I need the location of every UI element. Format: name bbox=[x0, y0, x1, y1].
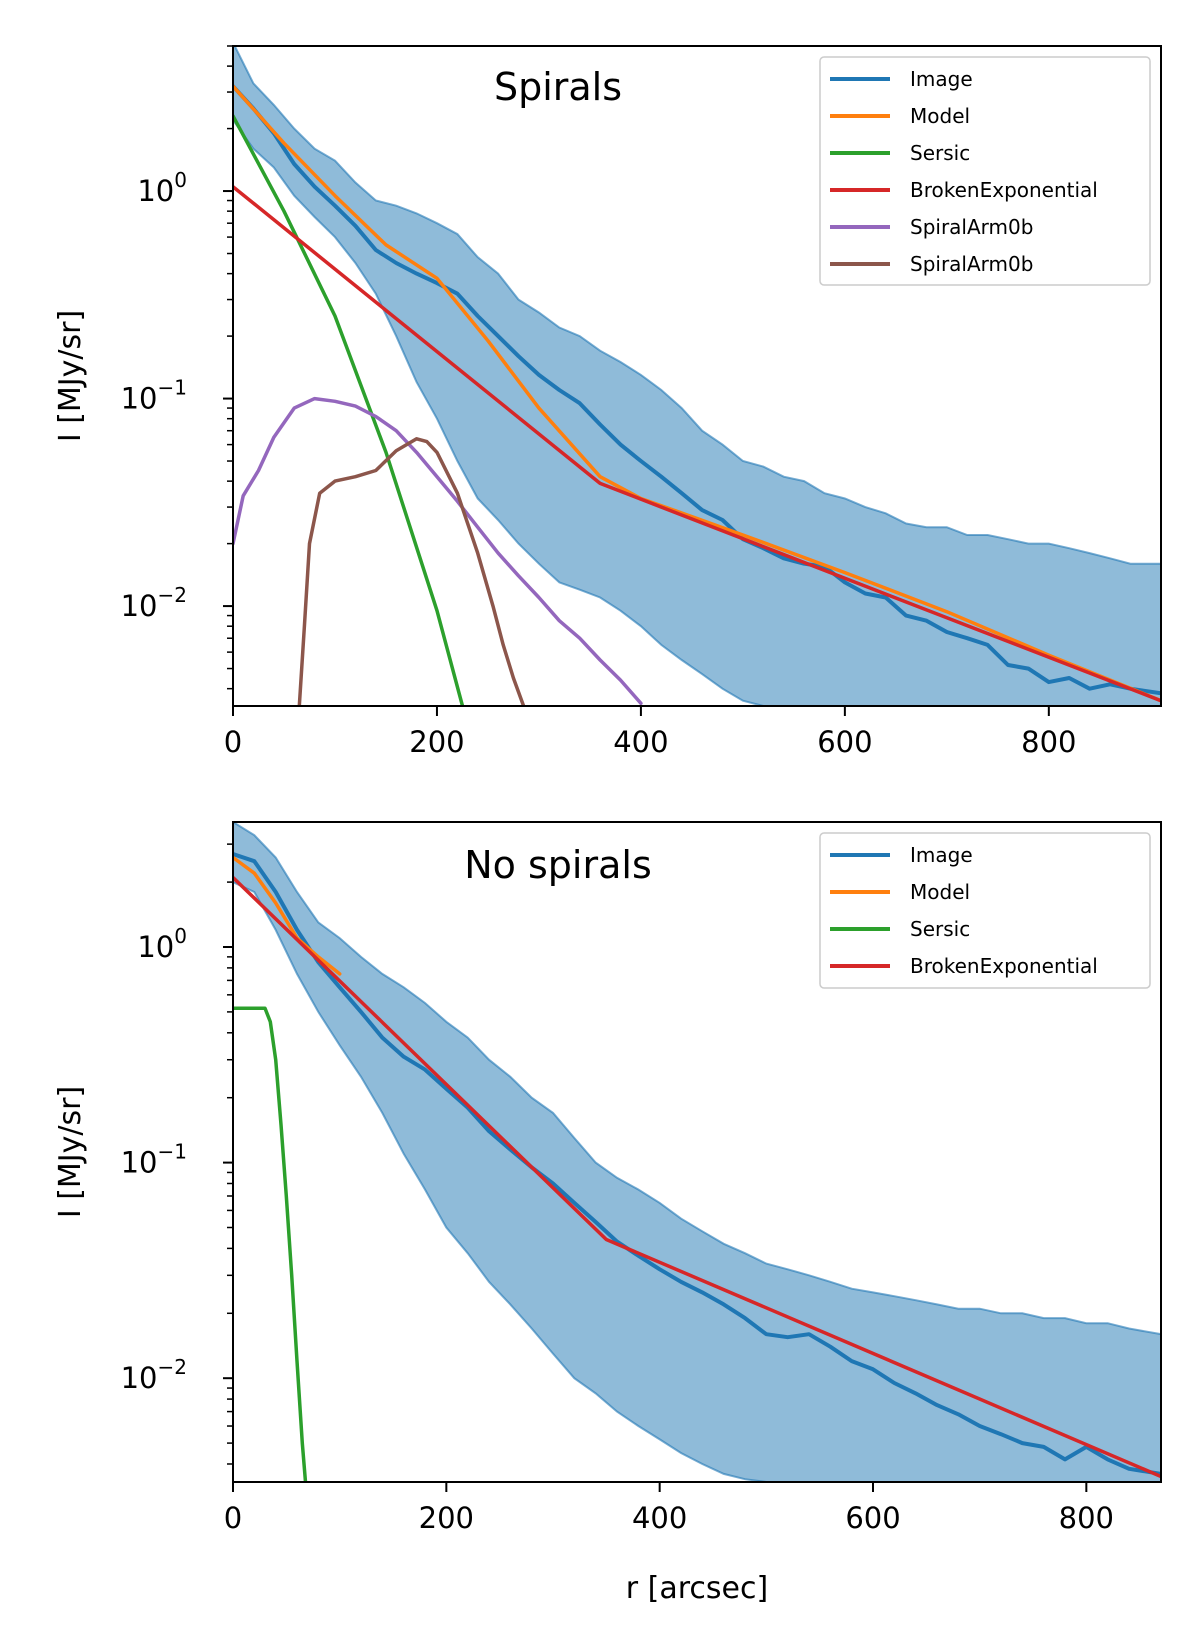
series-line-brokenexponential-3 bbox=[233, 184, 1161, 703]
x-tick-label: 600 bbox=[845, 1501, 900, 1535]
legend-label: Model bbox=[910, 104, 970, 128]
plot-area-no-spirals bbox=[233, 822, 1161, 1482]
legend-label: Sersic bbox=[910, 141, 970, 165]
series-line-model-1 bbox=[233, 84, 1161, 703]
panel-title: Spirals bbox=[494, 65, 622, 109]
x-axis: 0 200 400 600 800 bbox=[224, 1482, 1114, 1535]
legend: Image Model Sersic BrokenExponential bbox=[819, 832, 1151, 989]
series-band-image bbox=[233, 46, 1161, 706]
y-axis-label: I [MJy/sr] bbox=[53, 1086, 88, 1218]
y-tick-label: 100 bbox=[137, 168, 187, 208]
x-tick-label: 400 bbox=[632, 1501, 687, 1535]
series-line-sersic-2 bbox=[233, 114, 465, 706]
legend-label: BrokenExponential bbox=[910, 954, 1098, 978]
x-tick-label: 800 bbox=[1059, 1501, 1114, 1535]
series-line-spiralarm0b-5 bbox=[297, 437, 526, 706]
series-band-image bbox=[233, 822, 1161, 1482]
legend-label: SpiralArm0b bbox=[910, 252, 1033, 276]
x-tick-label: 600 bbox=[817, 725, 872, 759]
legend-label: Image bbox=[910, 67, 973, 91]
series-line-spiralarm0b-4 bbox=[233, 396, 643, 706]
x-axis: 0 200 400 600 800 bbox=[224, 706, 1077, 759]
x-axis-label: r [arcsec] bbox=[626, 1571, 768, 1606]
y-axis: 10−2 10−1 100 bbox=[121, 45, 233, 690]
series-line-model-1 bbox=[233, 855, 342, 976]
legend-box bbox=[819, 56, 1151, 286]
y-tick-label: 10−1 bbox=[121, 376, 187, 416]
chart-panel-spirals: 0 200 400 600 800 10−2 10−1 100 I [MJy/sr] Spi… bbox=[53, 45, 1162, 759]
x-tick-label: 200 bbox=[419, 1501, 474, 1535]
y-tick-label: 10−1 bbox=[121, 1140, 187, 1180]
y-tick-label: 10−2 bbox=[121, 583, 187, 623]
x-tick-label: 200 bbox=[409, 725, 464, 759]
y-axis-label: I [MJy/sr] bbox=[53, 310, 88, 442]
series-line-image-0 bbox=[233, 84, 1161, 696]
legend-label: Sersic bbox=[910, 917, 970, 941]
y-tick-label: 10−2 bbox=[121, 1355, 187, 1395]
series-line-sersic-2 bbox=[233, 1006, 308, 1482]
legend-label: Model bbox=[910, 880, 970, 904]
y-axis: 10−2 10−1 100 bbox=[121, 843, 233, 1465]
legend-label: SpiralArm0b bbox=[910, 215, 1033, 239]
legend-label: BrokenExponential bbox=[910, 178, 1098, 202]
chart-panel-no-spirals: 0 200 400 600 800 10−2 10−1 100 I [MJy/sr] r [… bbox=[53, 821, 1162, 1606]
x-tick-label: 0 bbox=[224, 1501, 242, 1535]
y-tick-label: 100 bbox=[137, 924, 187, 964]
x-tick-label: 0 bbox=[224, 725, 242, 759]
panel-title: No spirals bbox=[464, 843, 652, 887]
legend-label: Image bbox=[910, 843, 973, 867]
legend-box bbox=[819, 832, 1151, 989]
x-tick-label: 400 bbox=[613, 725, 668, 759]
axes-frame bbox=[232, 45, 1162, 707]
axes-frame bbox=[232, 821, 1162, 1483]
legend: Image Model Sersic BrokenExponential SpiralA… bbox=[819, 56, 1151, 286]
plot-area-spirals bbox=[233, 46, 1161, 706]
series-line-image-0 bbox=[233, 852, 1161, 1476]
series-line-brokenexponential-3 bbox=[233, 875, 1161, 1479]
x-tick-label: 800 bbox=[1021, 725, 1076, 759]
